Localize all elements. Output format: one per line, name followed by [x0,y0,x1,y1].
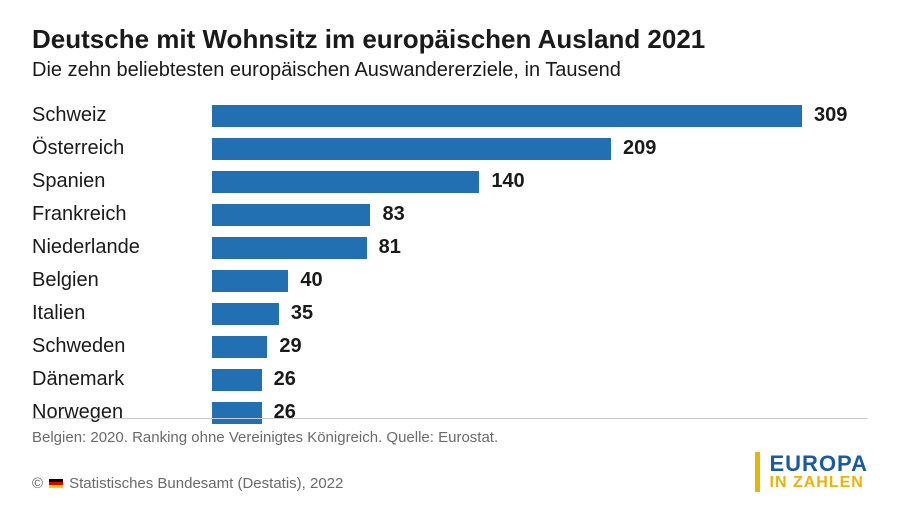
brand-logo: EUROPA IN ZAHLEN [755,452,869,492]
bar-chart: Schweiz 309 Österreich 209 Spanien 140 Frankre… [32,100,868,428]
bar-value: 35 [291,302,313,325]
bar-label: Schweiz [32,104,212,127]
bar-area: 35 [212,298,868,329]
chart-row: Frankreich 83 [32,199,868,230]
bar-value: 209 [623,137,656,160]
bar [212,270,288,292]
bar [212,171,479,193]
bar-value: 40 [300,269,322,292]
bar-area: 83 [212,199,868,230]
bar-value: 26 [274,368,296,391]
copyright-symbol: © [32,475,43,492]
chart-row: Italien 35 [32,298,868,329]
bar-label: Spanien [32,170,212,193]
bar [212,204,370,226]
chart-row: Schweiz 309 [32,100,868,131]
footnote: Belgien: 2020. Ranking ohne Vereinigtes … [32,429,868,446]
bar-label: Österreich [32,137,212,160]
brand-bottom: IN ZAHLEN [770,475,869,492]
credit-line: © Statistisches Bundesamt (Destatis), 20… [32,475,343,492]
chart-subtitle: Die zehn beliebtesten europäischen Auswa… [32,59,868,82]
bar-value: 309 [814,104,847,127]
bar-label: Italien [32,302,212,325]
bar-area: 140 [212,166,868,197]
bar [212,369,262,391]
bar-area: 209 [212,133,868,164]
bar-label: Belgien [32,269,212,292]
bar-value: 81 [379,236,401,259]
bar-area: 40 [212,265,868,296]
bar [212,336,267,358]
bar-value: 29 [279,335,301,358]
chart-row: Spanien 140 [32,166,868,197]
bar-label: Schweden [32,335,212,358]
bar [212,237,367,259]
bar [212,105,802,127]
bar [212,303,279,325]
bar-value: 140 [491,170,524,193]
footer: Belgien: 2020. Ranking ohne Vereinigtes … [32,418,868,492]
credit-text: Statistisches Bundesamt (Destatis), 2022 [69,475,343,492]
footer-divider [32,418,868,419]
bar-label: Frankreich [32,203,212,226]
bar-label: Niederlande [32,236,212,259]
chart-title: Deutsche mit Wohnsitz im europäischen Au… [32,24,868,55]
chart-row: Dänemark 26 [32,364,868,395]
chart-row: Österreich 209 [32,133,868,164]
bar-area: 309 [212,100,868,131]
chart-row: Schweden 29 [32,331,868,362]
bar-value: 83 [382,203,404,226]
bar [212,138,611,160]
chart-row: Belgien 40 [32,265,868,296]
brand-top: EUROPA [770,452,869,475]
bar-area: 81 [212,232,868,263]
chart-row: Niederlande 81 [32,232,868,263]
bar-area: 26 [212,364,868,395]
bar-label: Dänemark [32,368,212,391]
german-flag-icon [49,479,63,489]
bar-area: 29 [212,331,868,362]
